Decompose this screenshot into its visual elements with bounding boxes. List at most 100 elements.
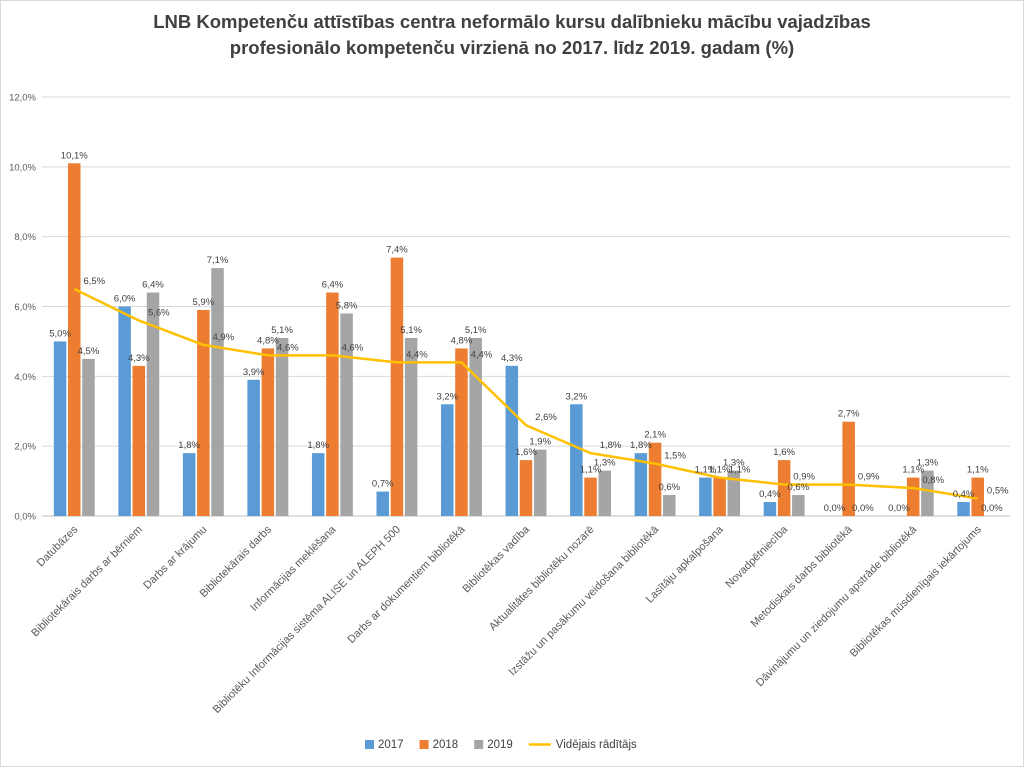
bar-2018 xyxy=(584,477,597,516)
legend-swatch xyxy=(474,740,484,749)
bar-data-label: 0,6% xyxy=(788,482,810,493)
bar-2019 xyxy=(598,470,611,516)
line-data-label: 0,9% xyxy=(793,472,815,483)
line-data-label: 0,9% xyxy=(858,472,880,483)
bar-2019 xyxy=(340,313,353,516)
legend: 2017 2018 2019 Vidējais rādītājs xyxy=(365,739,637,751)
legend-swatch xyxy=(419,740,429,749)
chart-title-line-2: profesionālo kompetenču virzienā no 2017… xyxy=(230,37,794,58)
bar-data-label: 1,9% xyxy=(529,437,551,448)
bar-data-label: 0,6% xyxy=(658,482,680,493)
bar-2018 xyxy=(648,442,662,516)
bar-data-label: 5,1% xyxy=(400,325,422,336)
bar-data-label: 7,4% xyxy=(386,245,408,256)
line-data-label: 4,6% xyxy=(342,342,364,353)
bar-data-label: 4,3% xyxy=(128,353,150,364)
y-tick-label: 4,0% xyxy=(14,372,36,383)
bar-data-label: 0,0% xyxy=(824,503,846,514)
bar-data-label: 1,1% xyxy=(709,465,731,476)
line-data-label: 1,5% xyxy=(664,451,686,462)
bars xyxy=(53,163,984,516)
bar-2019 xyxy=(82,358,95,516)
bar-2017 xyxy=(376,491,389,516)
bar-data-label: 5,9% xyxy=(193,297,215,308)
bar-data-label: 1,1% xyxy=(695,465,717,476)
y-tick-label: 0,0% xyxy=(14,512,36,523)
bar-data-label: 2,1% xyxy=(644,430,666,441)
bar-data-labels: 5,0% 10,1% 4,5% 6,0% 4,3% 6,4% 1,8% 5,9% 7,1% 3,9… xyxy=(49,150,1003,514)
bar-data-label: 4,8% xyxy=(257,335,279,346)
bar-2018 xyxy=(261,348,275,516)
bar-data-label: 1,1% xyxy=(580,465,602,476)
bar-data-label: 0,0% xyxy=(852,503,874,514)
bar-2019 xyxy=(792,495,805,516)
y-tick-label: 6,0% xyxy=(14,302,36,313)
bar-2018 xyxy=(842,421,855,516)
bar-2018 xyxy=(132,365,146,516)
bar-data-label: 1,1% xyxy=(967,465,989,476)
bar-2017 xyxy=(118,306,131,516)
bar-data-label: 1,3% xyxy=(917,458,939,469)
bar-data-label: 0,4% xyxy=(953,489,975,500)
bar-2018 xyxy=(519,460,533,516)
bar-data-label: 1,8% xyxy=(178,440,200,451)
bar-data-label: 1,1% xyxy=(902,465,924,476)
bar-data-label: 1,8% xyxy=(630,440,652,451)
bar-2017 xyxy=(505,365,519,516)
y-tick-label: 2,0% xyxy=(14,442,36,453)
bar-data-label: 2,7% xyxy=(838,409,860,420)
y-tick-label: 8,0% xyxy=(14,232,36,243)
line-data-label: 4,4% xyxy=(471,349,493,360)
bar-data-label: 10,1% xyxy=(61,150,88,161)
bar-2018 xyxy=(713,477,726,516)
line-data-label: 1,1% xyxy=(729,465,751,476)
bar-data-label: 6,0% xyxy=(114,294,136,305)
bar-2017 xyxy=(957,502,970,516)
bar-2018 xyxy=(68,163,81,516)
bar-2018 xyxy=(777,460,791,516)
line-data-label: 2,6% xyxy=(535,412,557,423)
bar-2019 xyxy=(404,337,418,516)
bar-2019 xyxy=(663,495,676,516)
bar-data-label: 0,7% xyxy=(372,479,394,490)
line-data-label: 4,4% xyxy=(406,349,428,360)
line-data-label: 4,6% xyxy=(277,342,299,353)
bar-data-label: 4,8% xyxy=(451,335,473,346)
bar-data-label: 6,4% xyxy=(322,280,344,291)
line-data-label: 6,5% xyxy=(83,276,105,287)
bar-2018 xyxy=(390,257,404,516)
bar-2017 xyxy=(441,404,454,516)
bar-2017 xyxy=(53,341,67,516)
bar-2019 xyxy=(469,337,482,516)
bar-2017 xyxy=(634,453,648,516)
bar-2018 xyxy=(326,292,339,516)
bar-2017 xyxy=(763,502,777,516)
bar-data-label: 0,0% xyxy=(981,503,1003,514)
bar-2017 xyxy=(699,477,712,516)
bar-data-label: 5,8% xyxy=(336,300,358,311)
legend-label: 2019 xyxy=(487,739,513,751)
line-data-label: 0,8% xyxy=(922,475,944,486)
y-axis-ticks: 0,0% 2,0% 4,0% 6,0% 8,0% 10,0% 12,0% xyxy=(9,93,36,523)
chart-title-line-1: LNB Kompetenču attīstības centra neformā… xyxy=(153,11,871,32)
y-tick-label: 12,0% xyxy=(9,93,36,104)
series-line-videjais-raditajs xyxy=(73,287,978,500)
line-data-label: 0,5% xyxy=(987,486,1009,497)
bar-2019 xyxy=(146,292,160,516)
bar-data-label: 5,1% xyxy=(271,325,293,336)
bar-2017 xyxy=(247,379,260,516)
chart-title: LNB Kompetenču attīstības centra neformā… xyxy=(153,11,871,58)
bar-data-label: 4,3% xyxy=(501,353,523,364)
legend-swatch xyxy=(365,740,374,749)
bar-data-label: 1,3% xyxy=(594,458,616,469)
bar-data-label: 1,6% xyxy=(773,447,795,458)
bar-2018 xyxy=(455,348,468,516)
bar-data-label: 0,0% xyxy=(888,503,910,514)
bar-2018 xyxy=(197,309,210,516)
bar-data-label: 3,2% xyxy=(436,391,458,402)
bar-data-label: 0,4% xyxy=(759,489,781,500)
legend-label: 2017 xyxy=(378,739,404,751)
bar-data-label: 7,1% xyxy=(207,255,229,266)
